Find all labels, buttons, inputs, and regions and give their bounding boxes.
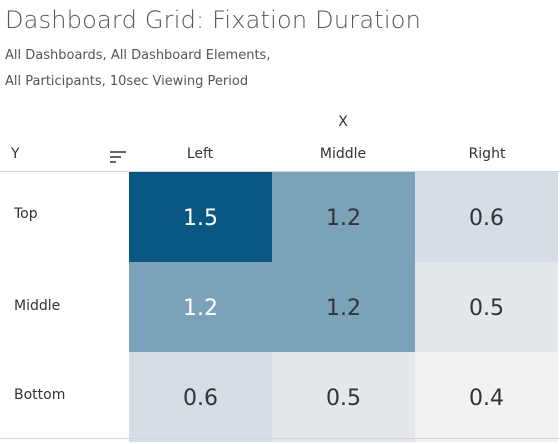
sort-descending-icon[interactable]: [110, 150, 126, 164]
chart-subtitle-line-2: All Participants, 10sec Viewing Period: [5, 74, 249, 89]
heatmap-value-bottom-middle: 0.5: [326, 386, 361, 411]
heatmap-cell-bottom-right[interactable]: [415, 352, 558, 442]
row-label-middle: Middle: [14, 298, 61, 314]
y-axis-header: Y: [11, 146, 20, 162]
heatmap-cell-middle-right[interactable]: [415, 262, 558, 352]
heatmap-value-middle-left: 1.2: [183, 296, 218, 321]
column-header-left[interactable]: Left: [186, 146, 214, 162]
heatmap-value-bottom-left: 0.6: [183, 386, 218, 411]
heatmap-value-bottom-right: 0.4: [469, 386, 504, 411]
row-label-top: Top: [14, 206, 38, 222]
heatmap-cell-bottom-middle[interactable]: [272, 352, 415, 442]
heatmap-cell-middle-middle[interactable]: [272, 262, 415, 352]
column-header-right[interactable]: Right: [468, 146, 506, 162]
bottom-divider: [0, 438, 560, 439]
column-header-middle[interactable]: Middle: [319, 146, 367, 162]
chart-title: Dashboard Grid: Fixation Duration: [5, 6, 421, 34]
heatmap-cell-top-middle[interactable]: [272, 172, 415, 262]
x-axis-title: X: [338, 114, 348, 130]
chart-subtitle-line-1: All Dashboards, All Dashboard Elements,: [5, 48, 271, 63]
row-label-bottom: Bottom: [14, 387, 66, 403]
heatmap-value-top-middle: 1.2: [326, 206, 361, 231]
header-divider: [0, 171, 560, 172]
heatmap-value-middle-right: 0.5: [469, 296, 504, 321]
heatmap-value-top-right: 0.6: [469, 206, 504, 231]
heatmap-cell-top-left[interactable]: [129, 172, 272, 262]
heatmap-value-top-left: 1.5: [183, 206, 218, 231]
heatmap-cell-top-right[interactable]: [415, 172, 558, 262]
heatmap-value-middle-middle: 1.2: [326, 296, 361, 321]
heatmap-cell-bottom-left[interactable]: [129, 352, 272, 442]
heatmap-cell-middle-left[interactable]: [129, 262, 272, 352]
